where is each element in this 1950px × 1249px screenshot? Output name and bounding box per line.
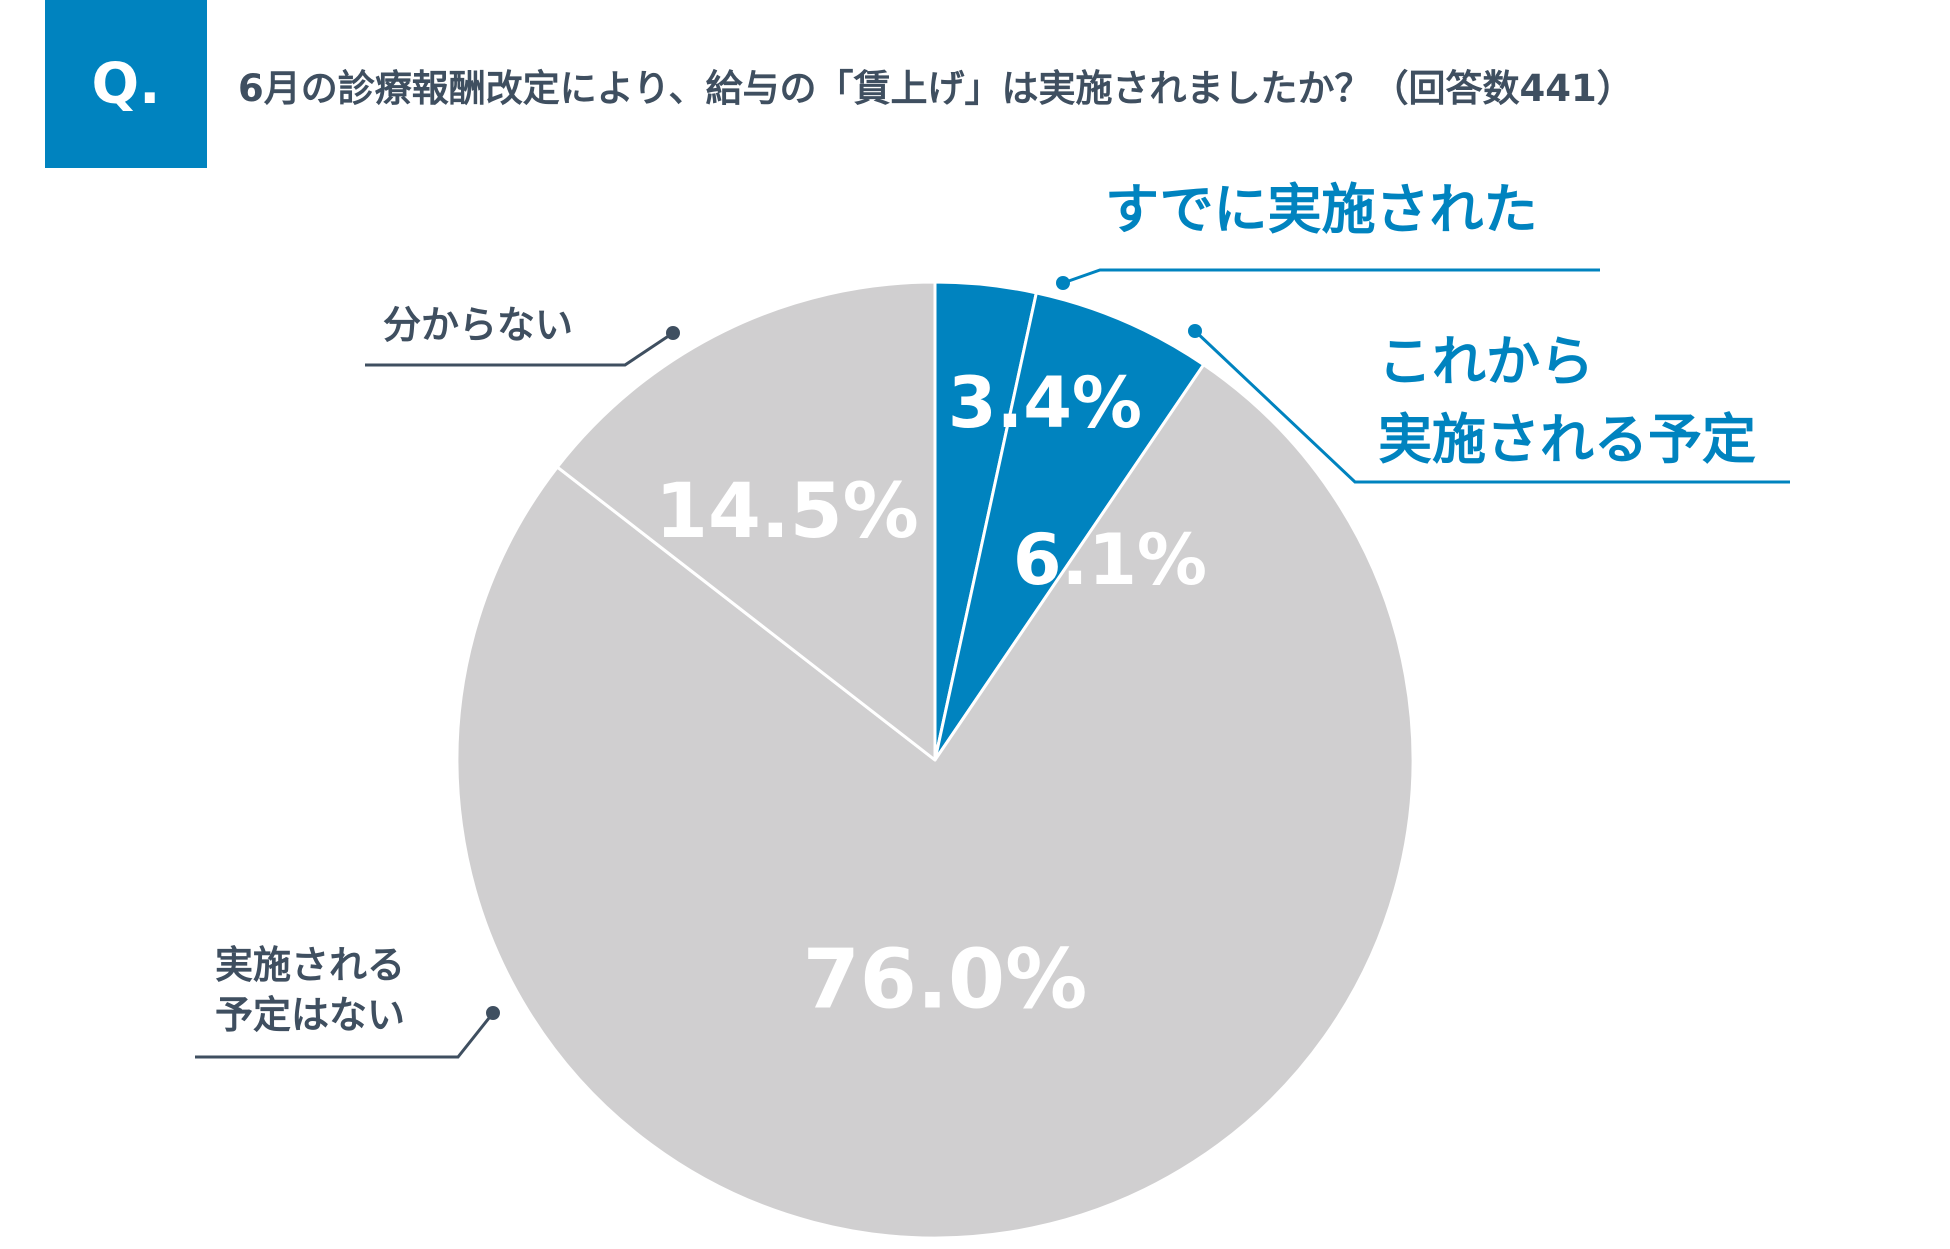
leader-dot-3 (486, 1006, 500, 1020)
leader-line-2 (1193, 329, 1790, 484)
pie-slice-4 (555, 280, 937, 762)
category-label-line: 予定はない (215, 993, 405, 1037)
category-label-line: 実施される予定 (1378, 408, 1756, 471)
leader-dot-2 (1188, 324, 1202, 338)
question-badge: Q. (45, 0, 207, 168)
leader-line-4 (365, 331, 674, 367)
category-label-4: 分からない (383, 303, 573, 347)
category-label-line: これから (1378, 330, 1594, 393)
value-label-2: 6.1% (1013, 519, 1207, 601)
category-label-2: これから実施される予定 (1378, 330, 1756, 471)
value-label-3: 76.0% (803, 932, 1087, 1027)
value-labels: 3.4% 6.1% 76.0% 14.5% (655, 362, 1207, 1027)
pie-slice-3 (455, 363, 1415, 1240)
leader-line-1 (1062, 268, 1600, 285)
question-title: 6月の診療報酬改定により、給与の「賃上げ」は実施されましたか？（回答数441） (238, 67, 1634, 110)
leader-dot-1 (1056, 276, 1070, 290)
leader-lines (195, 268, 1790, 1059)
leader-dot-4 (666, 326, 680, 340)
leader-line-3 (195, 1012, 495, 1059)
category-label-line: すでに実施された (1105, 178, 1538, 241)
category-label-3: 実施される予定はない (215, 943, 405, 1037)
category-label-line: 実施される (215, 943, 405, 987)
category-label-1: すでに実施された (1105, 178, 1538, 241)
value-label-1: 3.4% (948, 362, 1142, 444)
category-label-line: 分からない (383, 303, 573, 347)
value-label-4: 14.5% (655, 466, 919, 555)
pie-slices (455, 280, 1415, 1240)
pie-slice-2 (933, 291, 1206, 762)
